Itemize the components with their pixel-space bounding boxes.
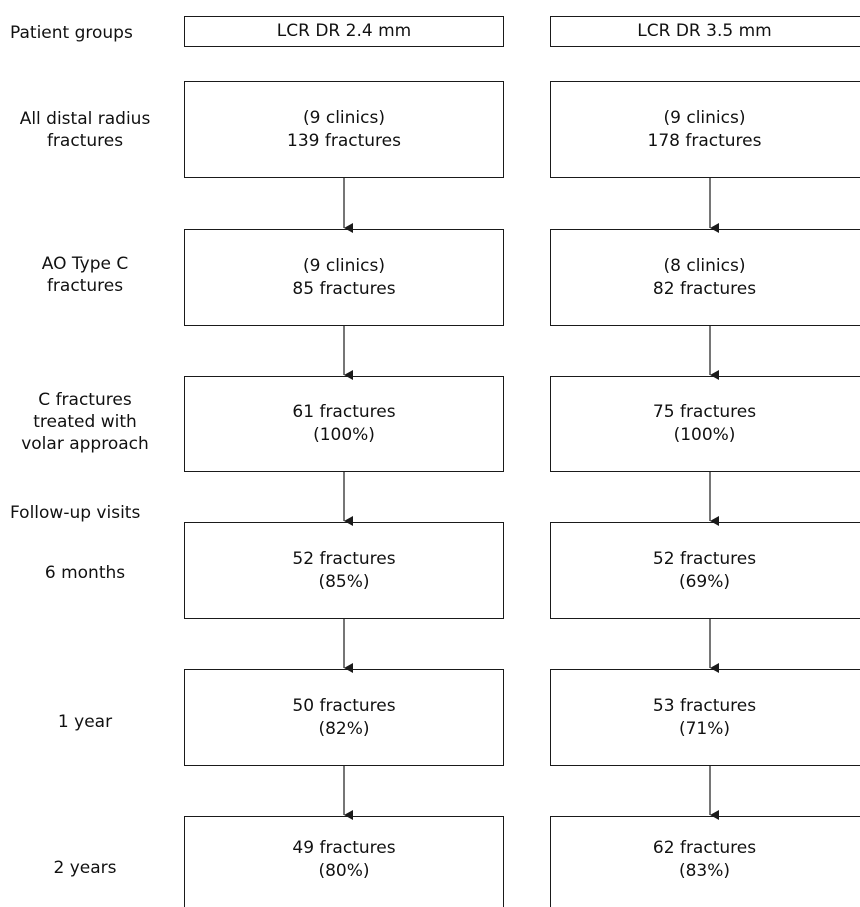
row-label-ao-type-c-fractures: AO Type C fractures bbox=[41, 254, 129, 296]
header-box-lcr-dr-2-4: LCR DR 2.4 mm bbox=[184, 16, 504, 47]
box-3-5-2-years: 62 fractures (83%) bbox=[550, 816, 860, 907]
box-2-4-2-years: 49 fractures (80%) bbox=[184, 816, 504, 907]
row-label-patient-groups: Patient groups bbox=[10, 23, 133, 43]
box-2-4-volar: 61 fractures (100%) bbox=[184, 376, 504, 472]
row-label-1-year: 1 year bbox=[57, 712, 113, 732]
row-label-2-years: 2 years bbox=[53, 858, 117, 878]
box-3-5-volar: 75 fractures (100%) bbox=[550, 376, 860, 472]
box-2-4-1-year: 50 fractures (82%) bbox=[184, 669, 504, 766]
box-2-4-ao-type-c: (9 clinics) 85 fractures bbox=[184, 229, 504, 326]
box-3-5-6-months: 52 fractures (69%) bbox=[550, 522, 860, 619]
row-label-c-fractures-volar: C fractures treated with volar approach bbox=[21, 390, 149, 454]
row-label-all-distal-radius-fractures: All distal radius fractures bbox=[19, 109, 151, 151]
box-3-5-ao-type-c: (8 clinics) 82 fractures bbox=[550, 229, 860, 326]
row-label-follow-up-visits: Follow-up visits bbox=[10, 503, 141, 523]
box-3-5-1-year: 53 fractures (71%) bbox=[550, 669, 860, 766]
box-2-4-6-months: 52 fractures (85%) bbox=[184, 522, 504, 619]
box-3-5-all-distal: (9 clinics) 178 fractures bbox=[550, 81, 860, 178]
header-box-lcr-dr-3-5: LCR DR 3.5 mm bbox=[550, 16, 860, 47]
box-2-4-all-distal: (9 clinics) 139 fractures bbox=[184, 81, 504, 178]
row-label-6-months: 6 months bbox=[44, 563, 126, 583]
